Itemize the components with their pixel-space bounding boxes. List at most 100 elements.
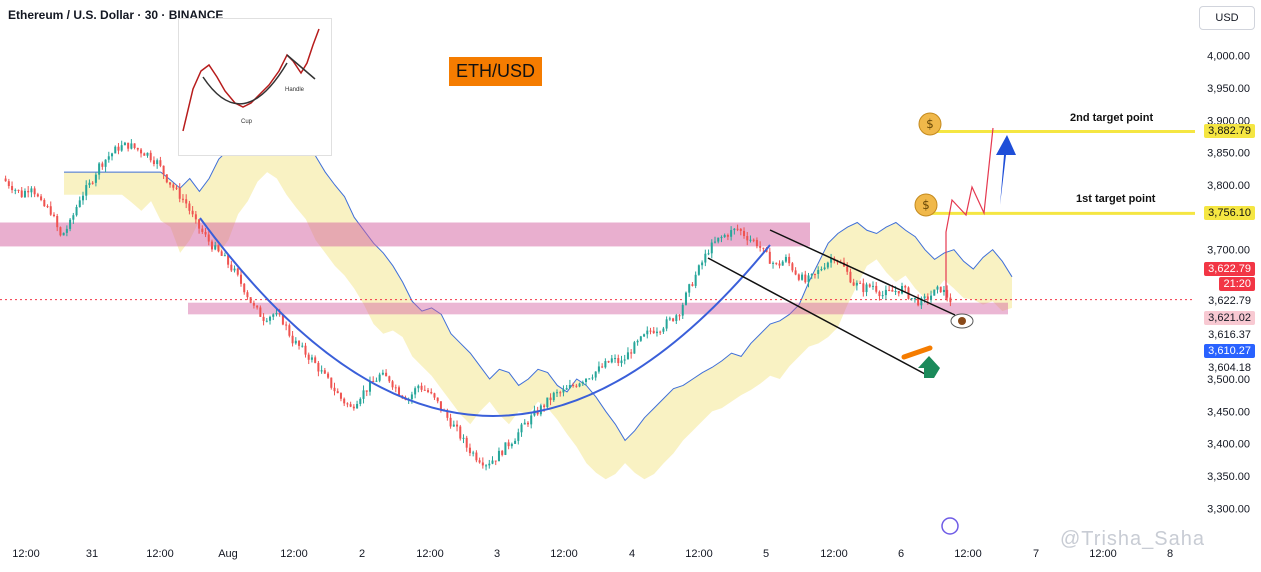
candle-body bbox=[111, 153, 114, 157]
candle-body bbox=[423, 389, 426, 391]
x-tick-label: 12:00 bbox=[954, 548, 982, 560]
candle-body bbox=[98, 163, 101, 175]
candle-body bbox=[933, 289, 936, 296]
first-target-label: 1st target point bbox=[1072, 193, 1160, 205]
cup-curve bbox=[199, 217, 771, 417]
candle-body bbox=[794, 270, 797, 275]
candle-body bbox=[694, 274, 697, 286]
candle-body bbox=[923, 296, 926, 299]
candle-body bbox=[801, 274, 804, 280]
candle-body bbox=[439, 401, 442, 411]
inset-handle-label: Handle bbox=[285, 87, 305, 93]
candle-body bbox=[159, 160, 162, 166]
candle-body bbox=[659, 331, 662, 333]
candle-body bbox=[185, 199, 188, 204]
candle-body bbox=[162, 165, 165, 175]
candle-body bbox=[272, 314, 275, 317]
candle-body bbox=[75, 207, 78, 216]
candle-body bbox=[336, 391, 339, 394]
candle-body bbox=[739, 228, 742, 231]
target2-moneybag-icon bbox=[918, 112, 942, 136]
candle-body bbox=[665, 319, 668, 329]
candle-body bbox=[278, 312, 281, 315]
x-tick-label: Aug bbox=[218, 548, 238, 560]
x-tick-label: 12:00 bbox=[280, 548, 308, 560]
candle-body bbox=[497, 450, 500, 462]
candle-body bbox=[33, 188, 36, 195]
candle-body bbox=[652, 330, 655, 334]
candle-body bbox=[820, 269, 823, 271]
countdown-tag: 21:20 bbox=[1219, 277, 1255, 291]
candle-body bbox=[78, 200, 81, 208]
candle-body bbox=[210, 241, 213, 250]
candle-body bbox=[281, 314, 284, 325]
last-price-tag: 3,622.79 bbox=[1204, 262, 1255, 276]
currency-button[interactable]: USD bbox=[1199, 6, 1255, 30]
candle-body bbox=[778, 263, 781, 266]
candle-body bbox=[343, 398, 346, 404]
candle-body bbox=[333, 387, 336, 392]
candle-body bbox=[878, 291, 881, 297]
candle-body bbox=[749, 239, 752, 241]
candle-body bbox=[768, 251, 771, 264]
y-tick-label: 3,850.00 bbox=[1207, 148, 1250, 160]
inset-price-line bbox=[182, 28, 320, 132]
candle-body bbox=[772, 262, 775, 264]
candle-body bbox=[507, 442, 510, 447]
candle-body bbox=[214, 245, 217, 250]
y-tick-label: 4,000.00 bbox=[1207, 51, 1250, 63]
candle-body bbox=[330, 377, 333, 388]
candle-body bbox=[217, 245, 220, 252]
candle-body bbox=[49, 206, 52, 215]
candle-body bbox=[901, 286, 904, 294]
candle-body bbox=[320, 370, 323, 372]
candle-body bbox=[862, 283, 865, 293]
x-tick-label: 7 bbox=[1033, 548, 1039, 560]
candle-body bbox=[646, 330, 649, 335]
candle-body bbox=[352, 406, 355, 409]
candle-body bbox=[327, 373, 330, 378]
candle-body bbox=[681, 304, 684, 316]
resistance-zone bbox=[0, 222, 810, 247]
second-target-label: 2nd target point bbox=[1066, 112, 1158, 124]
y-tick-label: 3,450.00 bbox=[1207, 406, 1250, 418]
candle-body bbox=[317, 362, 320, 372]
candle-body bbox=[904, 286, 907, 288]
candle-body bbox=[236, 268, 239, 275]
candle-body bbox=[568, 385, 571, 389]
candle-body bbox=[459, 426, 462, 439]
channel-lower-line bbox=[707, 257, 926, 375]
candle-body bbox=[572, 385, 575, 387]
candle-body bbox=[926, 296, 929, 300]
candle-body bbox=[626, 352, 629, 360]
candle-body bbox=[633, 342, 636, 354]
candle-body bbox=[194, 214, 197, 220]
orange-marker bbox=[901, 345, 933, 360]
candle-body bbox=[117, 146, 120, 151]
price-line-c: 3,616.37 bbox=[1204, 328, 1255, 342]
candle-body bbox=[481, 462, 484, 466]
candle-body bbox=[69, 219, 72, 229]
candle-body bbox=[130, 143, 133, 149]
x-tick-label: 12:00 bbox=[685, 548, 713, 560]
candle-body bbox=[920, 298, 923, 306]
candle-body bbox=[298, 340, 301, 346]
candle-body bbox=[314, 357, 317, 363]
candle-body bbox=[265, 320, 268, 322]
candle-body bbox=[201, 228, 204, 232]
candle-body bbox=[939, 286, 942, 293]
candle-body bbox=[11, 186, 14, 191]
candle-body bbox=[136, 147, 139, 150]
candle-body bbox=[607, 361, 610, 363]
x-tick-label: 12:00 bbox=[820, 548, 848, 560]
candle-body bbox=[465, 437, 468, 448]
candle-body bbox=[501, 450, 504, 455]
candle-body bbox=[40, 196, 43, 201]
candle-body bbox=[810, 273, 813, 276]
chart-title: Ethereum / U.S. Dollar · 30 · BINANCE bbox=[8, 8, 224, 22]
channel-upper-line bbox=[769, 229, 956, 316]
candle-body bbox=[472, 452, 475, 454]
candle-body bbox=[530, 415, 533, 425]
